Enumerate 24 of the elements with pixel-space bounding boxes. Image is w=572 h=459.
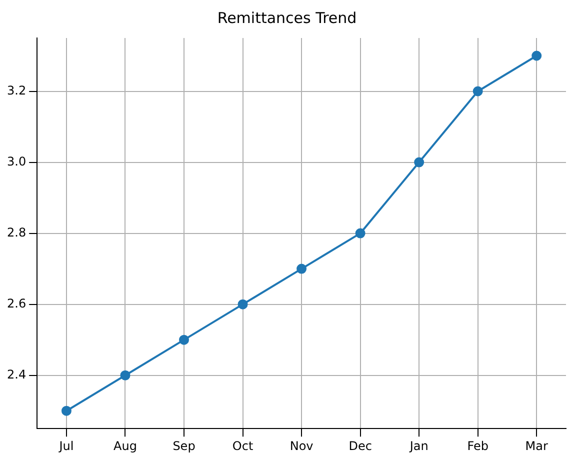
- y-tick-label: 2.4: [6, 367, 26, 382]
- chart-title: Remittances Trend: [217, 8, 357, 27]
- y-tick-label: 2.8: [6, 225, 26, 240]
- point: [179, 334, 190, 345]
- x-tick-label: Dec: [348, 438, 372, 453]
- x-tick-label: Sep: [172, 438, 196, 453]
- x-tick-label: Jul: [58, 438, 74, 453]
- point: [120, 370, 130, 380]
- x-tick-label: Mar: [525, 438, 548, 453]
- point: [532, 50, 542, 61]
- x-tick-label: Nov: [290, 438, 314, 453]
- point: [296, 264, 307, 274]
- y-tick-label: 3.2: [6, 83, 26, 98]
- y-tick-label: 2.6: [6, 296, 26, 310]
- x-tick-label: Feb: [467, 438, 488, 453]
- point: [355, 228, 366, 238]
- point: [238, 299, 248, 310]
- point: [472, 86, 483, 96]
- x-tick-label: Aug: [114, 438, 137, 453]
- x-tick-label: Jan: [408, 438, 428, 453]
- point: [61, 406, 72, 416]
- x-tick-label: Oct: [232, 438, 254, 453]
- point: [414, 157, 424, 168]
- y-tick-label: 3.0: [6, 154, 26, 168]
